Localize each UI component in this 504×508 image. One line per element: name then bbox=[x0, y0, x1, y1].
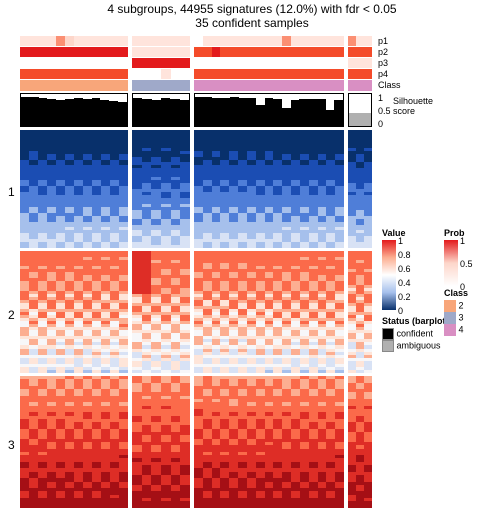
prob-row-p2 bbox=[20, 47, 376, 57]
prob-row-p1 bbox=[20, 36, 376, 46]
main-plot-area: p1p2p3p4Class10.50Silhouette score123 bbox=[20, 36, 376, 498]
prob-label: p3 bbox=[378, 58, 388, 68]
silhouette-label: Silhouette score bbox=[393, 96, 433, 116]
prob-row-p3 bbox=[20, 58, 376, 68]
prob-label: p4 bbox=[378, 69, 388, 79]
heatmap-section-1 bbox=[20, 130, 376, 248]
silhouette-row bbox=[20, 93, 376, 127]
prob-row-p4 bbox=[20, 69, 376, 79]
chart-title: 4 subgroups, 44955 signatures (12.0%) wi… bbox=[0, 0, 504, 16]
class-row bbox=[20, 80, 376, 91]
heatmap-row-label: 3 bbox=[8, 438, 15, 452]
sil-tick: 1 bbox=[378, 93, 383, 103]
prob-label: p1 bbox=[378, 36, 388, 46]
sil-tick: 0 bbox=[378, 119, 383, 129]
sil-tick: 0.5 bbox=[378, 106, 391, 116]
heatmap-section-2 bbox=[20, 251, 376, 373]
legend-class: Class 2 3 4 bbox=[444, 288, 468, 336]
legend-prob: Prob10.50 bbox=[444, 228, 465, 286]
heatmap-row-label: 1 bbox=[8, 185, 15, 199]
prob-label: p2 bbox=[378, 47, 388, 57]
heatmap-row-label: 2 bbox=[8, 308, 15, 322]
legend-value: Value10.80.60.40.20 bbox=[382, 228, 406, 310]
chart-subtitle: 35 confident samples bbox=[0, 16, 504, 30]
heatmap-section-3 bbox=[20, 376, 376, 508]
class-label: Class bbox=[378, 80, 401, 90]
legend-status: Status (barplots) confident ambiguous bbox=[382, 316, 454, 352]
